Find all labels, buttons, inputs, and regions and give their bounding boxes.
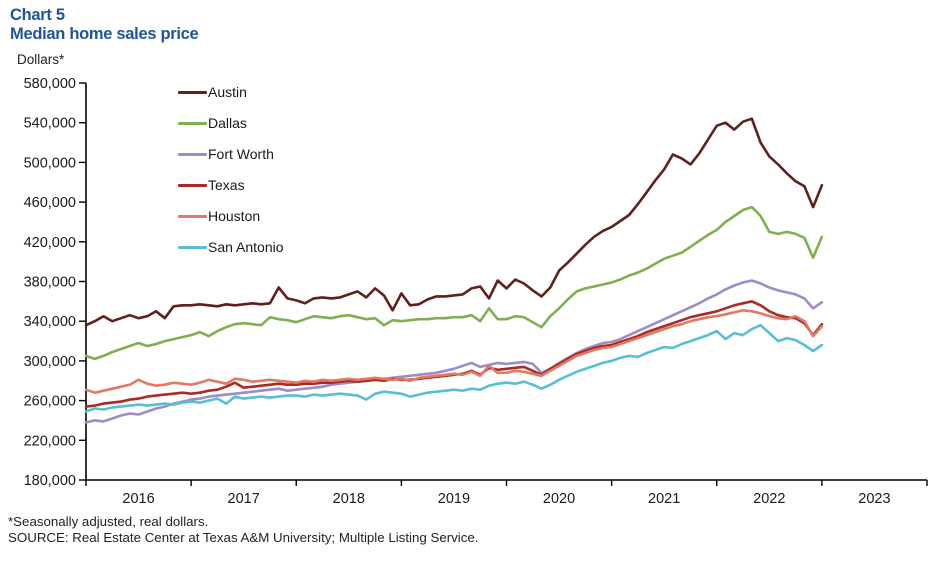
legend-item-dallas: Dallas — [178, 113, 247, 133]
legend-item-san-antonio: San Antonio — [178, 237, 284, 257]
series-line-fort-worth — [84, 279, 824, 424]
legend-item-texas: Texas — [178, 175, 245, 195]
y-tick-label: 180,000 — [24, 473, 76, 489]
y-tick-label: 420,000 — [24, 235, 76, 251]
legend-item-fort-worth: Fort Worth — [178, 144, 274, 164]
chart-title-block: Chart 5 Median home sales price — [10, 6, 199, 44]
y-axis-units-label: Dollars* — [17, 52, 65, 67]
series-line-dallas — [84, 205, 824, 361]
x-year-label: 2020 — [543, 491, 575, 507]
y-tick-label: 260,000 — [24, 394, 76, 410]
series-line-san-antonio — [84, 323, 824, 413]
y-tick-label: 220,000 — [24, 433, 76, 449]
x-year-label: 2017 — [228, 491, 260, 507]
y-tick-label: 460,000 — [24, 195, 76, 211]
y-tick-label: 300,000 — [24, 354, 76, 370]
legend-label: Austin — [208, 84, 247, 100]
san-antonio-line-swatch — [178, 245, 207, 249]
x-year-label: 2019 — [438, 491, 470, 507]
series-line-austin — [84, 117, 824, 327]
x-year-label: 2021 — [648, 491, 680, 507]
x-year-label: 2022 — [753, 491, 785, 507]
footnote-source: SOURCE: Real Estate Center at Texas A&M … — [8, 529, 479, 545]
chart-number: Chart 5 — [10, 6, 65, 24]
legend-label: Fort Worth — [208, 146, 274, 162]
x-year-label: 2018 — [333, 491, 365, 507]
legend-label: Texas — [208, 177, 245, 193]
legend-label: Dallas — [208, 115, 247, 131]
x-year-label: 2016 — [122, 491, 154, 507]
legend-label: San Antonio — [208, 239, 284, 255]
houston-line-swatch — [178, 214, 207, 218]
fort-worth-line-swatch — [178, 152, 207, 156]
chart-title: Median home sales price — [10, 25, 199, 43]
texas-line-swatch — [178, 183, 207, 187]
chart-footnotes: *Seasonally adjusted, real dollars. SOUR… — [8, 514, 479, 545]
legend-label: Houston — [208, 208, 261, 224]
y-tick-label: 380,000 — [24, 275, 76, 291]
austin-line-swatch — [178, 90, 207, 94]
legend-item-austin: Austin — [178, 82, 247, 102]
series-line-houston — [84, 308, 824, 395]
y-tick-label: 340,000 — [24, 314, 76, 330]
y-tick-label: 580,000 — [24, 76, 76, 92]
y-tick-label: 540,000 — [24, 116, 76, 132]
x-year-label: 2023 — [858, 491, 890, 507]
legend-item-houston: Houston — [178, 206, 260, 226]
y-tick-label: 500,000 — [24, 155, 76, 171]
footnote-adjustment: *Seasonally adjusted, real dollars. — [8, 514, 209, 529]
dallas-line-swatch — [178, 121, 207, 125]
